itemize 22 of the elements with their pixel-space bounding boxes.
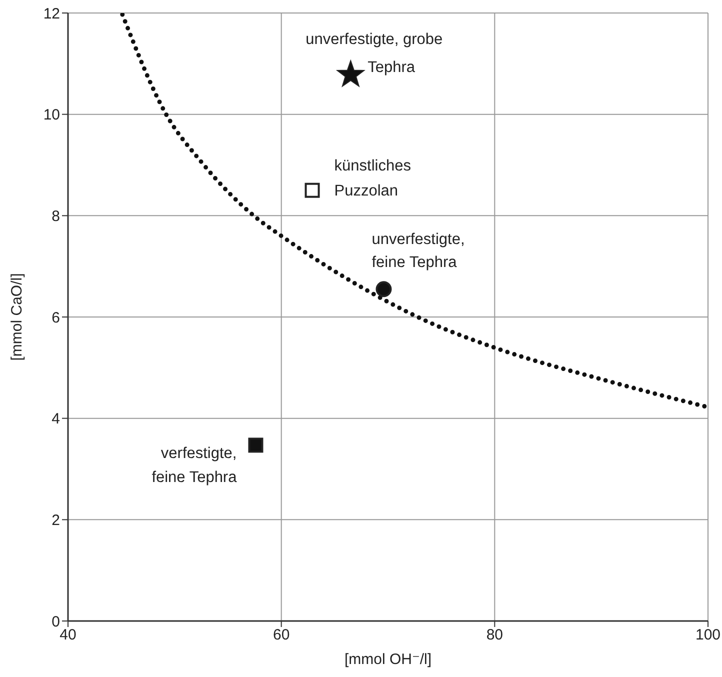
y-tick-label: 12 — [43, 5, 60, 22]
x-tick-label: 80 — [486, 626, 504, 644]
y-tick-label: 0 — [52, 613, 60, 630]
y-axis-title: [mmol CaO/l] — [8, 273, 26, 361]
x-tick-label: 60 — [272, 626, 290, 644]
y-tick-label: 10 — [43, 106, 60, 124]
series-label: unverfestigte, grobe Tephra — [306, 30, 443, 76]
series-label: künstliches Puzzolan — [334, 157, 412, 200]
point — [248, 438, 264, 453]
point — [376, 281, 392, 298]
x-axis-title: [mmol OH⁻/l] — [344, 651, 432, 668]
y-tick-label: 2 — [52, 512, 60, 529]
y-tick-label: 8 — [52, 208, 60, 225]
y-tick-label: 4 — [52, 410, 60, 428]
series-label: unverfestigte, feine Tephra — [372, 231, 465, 272]
x-tick-label: 40 — [60, 626, 76, 644]
point — [304, 182, 320, 198]
point — [336, 60, 364, 87]
line-series — [120, 13, 708, 410]
y-tick-label: 6 — [52, 309, 60, 326]
series-label: verfestigte, feine Tephra — [152, 445, 238, 486]
x-tick-label: 100 — [695, 626, 721, 644]
